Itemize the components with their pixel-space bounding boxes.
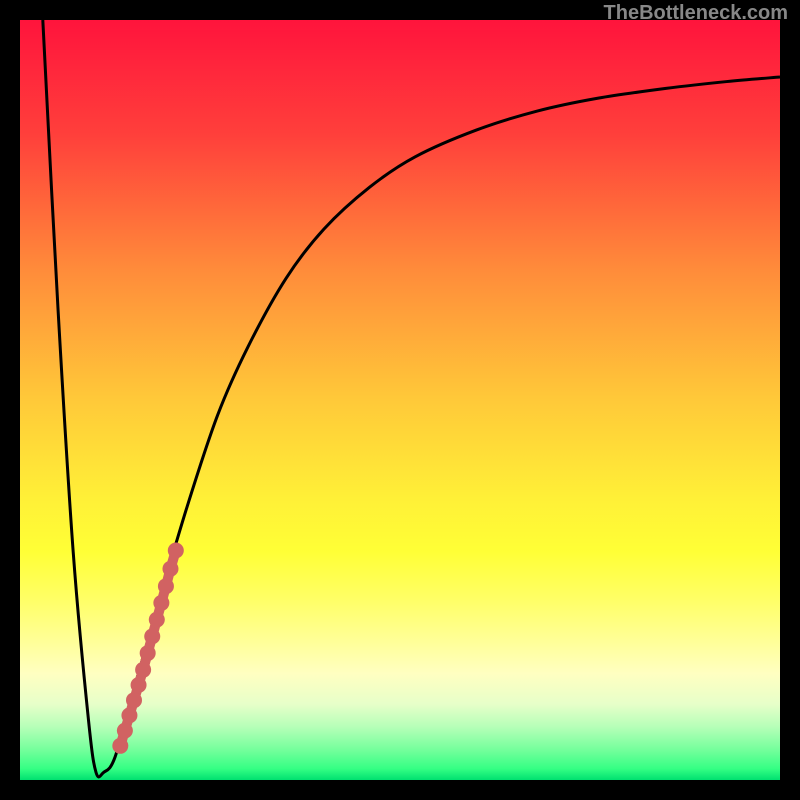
marker-point [121,707,137,723]
marker-point [158,578,174,594]
marker-point [144,628,160,644]
marker-point [168,542,184,558]
marker-point [117,723,133,739]
border-left [0,0,20,800]
marker-point [112,738,128,754]
marker-point [126,692,142,708]
chart-svg [20,20,780,780]
border-bottom [0,780,800,800]
marker-point [131,677,147,693]
watermark-text: TheBottleneck.com [604,2,788,25]
marker-point [140,645,156,661]
plot-area [20,20,780,780]
main-curve [43,20,780,777]
chart-frame: TheBottleneck.com [0,0,800,800]
marker-point [149,612,165,628]
marker-point [135,662,151,678]
marker-point [153,595,169,611]
border-right [780,0,800,800]
marker-point [162,561,178,577]
